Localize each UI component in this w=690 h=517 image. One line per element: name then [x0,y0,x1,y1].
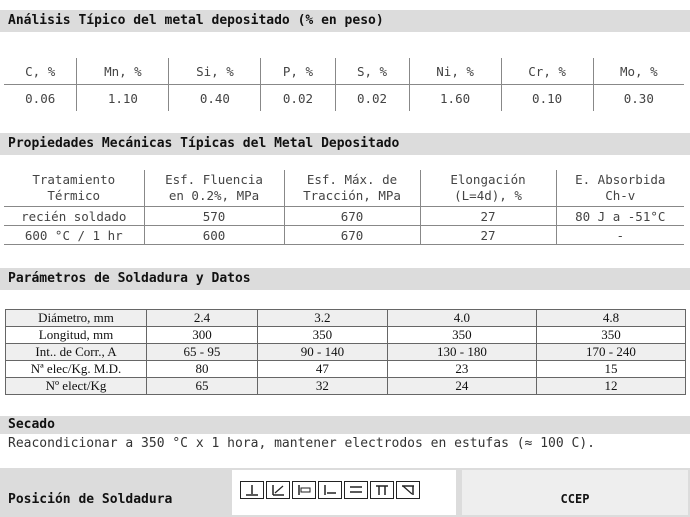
table-row: recién soldado 570 670 27 80 J a -51°C [4,206,684,226]
table-cell: - [555,225,684,245]
table-cell: 0.02 [334,84,410,111]
table-header-cell: Si, % [168,58,261,85]
table-row: Diámetro, mm 2.4 3.2 4.0 4.8 [5,309,687,327]
table-row: Longitud, mm 300 350 350 350 [5,326,687,344]
table-row: 600 °C / 1 hr 600 670 27 - [4,225,684,245]
table-cell: 670 [283,225,420,245]
table-cell: 12 [535,377,687,395]
table-header-cell: Cr, % [500,58,594,85]
weld-section-title: Parámetros de Soldadura y Datos [8,271,251,286]
table-cell: 27 [419,206,556,226]
table-cell: 0.06 [25,90,56,106]
table-row-label: Longitud, mm [5,326,147,344]
vertical-down-icon [396,481,420,499]
table-cell: 1.60 [408,84,502,111]
table-header-cell: Mn, % [76,58,169,85]
table-cell: 600 °C / 1 hr [4,225,144,245]
table-row: 0.06 1.10 0.40 0.02 0.02 1.60 0.10 0.30 [4,84,684,111]
table-cell: 350 [256,326,388,344]
table-cell: 32 [256,377,388,395]
table-cell: 0.02 [260,84,335,111]
vertical-position-icon [318,481,342,499]
welding-parameters-table: Diámetro, mm 2.4 3.2 4.0 4.8 Longitud, m… [5,309,687,395]
table-header-cell: Tratamiento Térmico [4,170,144,207]
overhead-position-icon [344,481,368,499]
table-row: Nª elec/Kg. M.D. 80 47 23 15 [5,360,687,378]
table-header-cell: Mo, % [592,58,684,85]
table-cell: 0.30 [592,84,684,111]
table-header-row: Tratamiento Térmico Esf. Fluencia en 0.2%,… [4,170,684,207]
table-row-label: Nª elec/Kg. M.D. [5,360,147,378]
table-cell: 170 - 240 [535,343,687,361]
table-header-cell: S, % [334,58,410,85]
dry-section-header: Secado [0,416,690,434]
chemical-analysis-table: C, % Mn, % Si, % P, % S, % Ni, % Cr, % M… [4,58,684,111]
table-cell: 570 [143,206,284,226]
table-cell: 23 [386,360,537,378]
table-cell: 0.10 [500,84,594,111]
chem-section-header: Análisis Típico del metal depositado (% … [0,10,690,32]
table-cell: 24 [386,377,537,395]
table-row-label: Nº elect/Kg [5,377,147,395]
table-header-cell: P, % [260,58,335,85]
table-cell: 80 J a -51°C [555,206,684,226]
table-row-label: Int.. de Corr., A [5,343,147,361]
standard-box [462,470,688,515]
table-cell: 0.40 [168,84,261,111]
table-cell: 350 [386,326,537,344]
position-title: Posición de Soldadura [8,492,173,507]
table-cell: 90 - 140 [256,343,388,361]
table-cell: 80 [146,360,258,378]
standard-label: CCEP [560,492,590,506]
position-icons [240,481,422,499]
table-header-cell: C, % [4,58,77,85]
mechanical-properties-table: Tratamiento Térmico Esf. Fluencia en 0.2%,… [4,170,684,245]
weld-section-header: Parámetros de Soldadura y Datos [0,268,690,290]
chem-section-title: Análisis Típico del metal depositado (% … [8,13,384,28]
table-cell: 15 [535,360,687,378]
table-cell: 1.10 [76,84,169,111]
table-cell: 65 [146,377,258,395]
table-cell: 300 [146,326,258,344]
table-header-cell: Esf. Fluencia en 0.2%, MPa [143,170,284,207]
table-row: Nº elect/Kg 65 32 24 12 [5,377,687,395]
table-cell: 670 [283,206,420,226]
table-header-cell: E. Absorbida Ch-v [555,170,684,207]
table-cell: 4.8 [535,309,687,327]
table-header-cell: Elongación (L=4d), % [419,170,556,207]
table-cell: 47 [256,360,388,378]
table-cell: recién soldado [4,206,144,226]
dry-section-title: Secado [8,417,55,432]
flat-position-icon [240,481,264,499]
horizontal-position-icon [292,481,316,499]
table-header-cell: Ni, % [408,58,502,85]
horizontal-fillet-icon [266,481,290,499]
vertical-up-icon [370,481,394,499]
mech-section-title: Propiedades Mecánicas Típicas del Metal … [8,136,400,151]
table-cell: 27 [419,225,556,245]
table-cell: 65 - 95 [146,343,258,361]
mech-section-header: Propiedades Mecánicas Típicas del Metal … [0,133,690,155]
table-header-cell: Esf. Máx. de Tracción, MPa [283,170,420,207]
table-cell: 2.4 [146,309,258,327]
table-header-row: C, % Mn, % Si, % P, % S, % Ni, % Cr, % M… [4,58,684,85]
table-cell: 130 - 180 [386,343,537,361]
table-cell: 4.0 [386,309,537,327]
table-row: Int.. de Corr., A 65 - 95 90 - 140 130 -… [5,343,687,361]
table-cell: 3.2 [256,309,388,327]
table-row-label: Diámetro, mm [5,309,147,327]
table-cell: 600 [143,225,284,245]
drying-instructions: Reacondicionar a 350 °C x 1 hora, manten… [8,436,595,451]
table-cell: 350 [535,326,687,344]
